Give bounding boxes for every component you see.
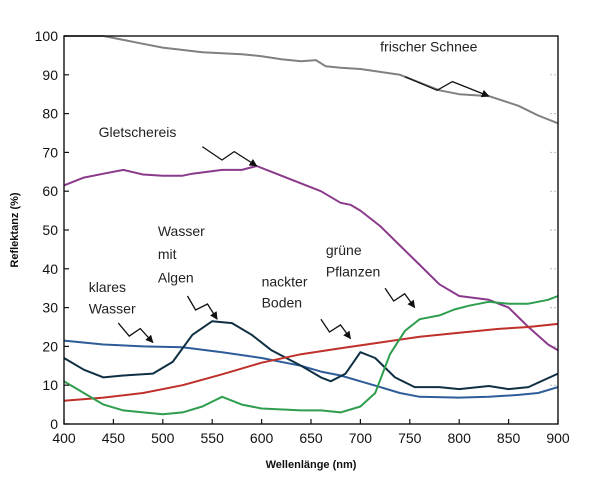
axes: 400 450 500 550 600 650 700 750 800 850 900 0 10 20 30… bbox=[35, 28, 570, 446]
annotation-label: nackter bbox=[262, 273, 308, 289]
series-line-gletschereis bbox=[63, 165, 559, 352]
x-tick-label: 700 bbox=[349, 430, 373, 446]
y-tick-label: 40 bbox=[42, 261, 58, 277]
y-tick-label: 0 bbox=[50, 416, 58, 432]
y-tick-label: 10 bbox=[42, 377, 58, 393]
x-tick-label: 400 bbox=[52, 430, 76, 446]
x-axis-title: Wellenlänge (nm) bbox=[266, 459, 357, 471]
annotation-label: Wasser bbox=[158, 223, 205, 239]
x-tick-label: 750 bbox=[398, 430, 422, 446]
y-tick-label: 20 bbox=[42, 338, 58, 354]
arrow-klares-wasser bbox=[117, 322, 154, 344]
y-tick-label: 60 bbox=[42, 183, 58, 199]
series-line-frischer-schnee bbox=[64, 35, 559, 125]
series-annotations: frischer Schnee Gletschereis Wasser mit Alge… bbox=[89, 39, 478, 317]
grid-lines bbox=[550, 35, 558, 386]
arrow-gruene-pflanzen bbox=[384, 287, 416, 309]
y-tick-label: 70 bbox=[42, 144, 58, 160]
x-tick-label: 500 bbox=[151, 430, 175, 446]
x-tick-label: 650 bbox=[299, 430, 323, 446]
y-tick-label: 90 bbox=[42, 67, 58, 83]
annotation-label: grüne bbox=[326, 242, 362, 258]
y-tick-label: 30 bbox=[42, 300, 58, 316]
x-tick-label: 550 bbox=[201, 430, 225, 446]
annotation-label: Boden bbox=[262, 295, 302, 311]
annotation-label: Algen bbox=[158, 269, 194, 285]
arrow-gletschereis bbox=[201, 146, 258, 167]
callout-arrows bbox=[117, 76, 490, 344]
x-tick-label: 600 bbox=[250, 430, 274, 446]
y-tick-label: 100 bbox=[35, 28, 59, 44]
annotation-label: Pflanzen bbox=[326, 264, 380, 280]
x-tick-label: 900 bbox=[546, 430, 570, 446]
series-line-wasser-mit-algen bbox=[63, 320, 559, 391]
series-line-gruene-pflanzen bbox=[63, 295, 559, 416]
series-line-klares-wasser bbox=[63, 339, 559, 399]
x-tick-label: 850 bbox=[497, 430, 521, 446]
annotation-label: Wasser bbox=[89, 300, 136, 316]
series-lines bbox=[63, 35, 559, 416]
arrow-wasser-mit-algen bbox=[186, 295, 218, 320]
x-tick-label: 800 bbox=[448, 430, 472, 446]
arrow-frischer-schnee bbox=[404, 76, 490, 98]
series-line-nackter-boden bbox=[63, 322, 559, 402]
arrow-nackter-boden bbox=[320, 318, 352, 340]
annotation-label: Gletschereis bbox=[99, 124, 177, 140]
x-tick-label: 450 bbox=[102, 430, 126, 446]
annotation-label: mit bbox=[158, 246, 177, 262]
y-tick-label: 50 bbox=[42, 222, 58, 238]
y-tick-label: 80 bbox=[42, 106, 58, 122]
annotation-label: klares bbox=[89, 279, 126, 295]
y-axis-title: Reflektanz (%) bbox=[9, 192, 21, 268]
annotation-label: frischer Schnee bbox=[380, 39, 477, 55]
